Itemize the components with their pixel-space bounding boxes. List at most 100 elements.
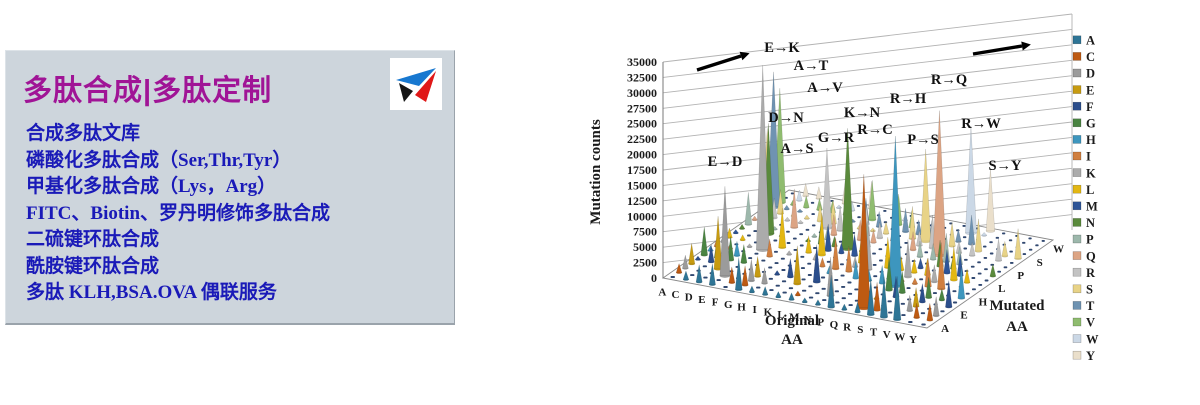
svg-text:E: E — [1086, 83, 1094, 97]
svg-text:F: F — [712, 297, 719, 309]
svg-text:A→T: A→T — [794, 58, 829, 74]
svg-text:C: C — [1086, 50, 1095, 64]
y-axis-title: Mutation counts — [588, 119, 604, 225]
svg-text:R→W: R→W — [961, 116, 1001, 132]
service-item: 多肽 KLH,BSA.OVA 偶联服务 — [26, 282, 277, 303]
svg-text:S: S — [857, 324, 863, 336]
direction-arrows — [696, 41, 1031, 72]
svg-text:P: P — [1086, 233, 1094, 247]
svg-text:T: T — [1086, 299, 1095, 313]
svg-text:F: F — [1086, 100, 1094, 114]
svg-text:7500: 7500 — [633, 225, 657, 239]
svg-text:R→C: R→C — [857, 122, 892, 138]
svg-text:M: M — [1086, 200, 1098, 214]
z-axis-title-line2: AA — [1006, 319, 1028, 335]
svg-text:R: R — [1086, 266, 1096, 280]
svg-text:P: P — [1017, 270, 1024, 282]
service-item: 磷酸化多肽合成（Ser,Thr,Tyr） — [26, 149, 292, 171]
svg-text:N: N — [1086, 216, 1095, 230]
svg-text:E: E — [960, 310, 967, 322]
brand-logo-box — [390, 58, 442, 110]
svg-text:D: D — [685, 292, 693, 304]
svg-text:R→Q: R→Q — [931, 72, 967, 88]
svg-text:W: W — [1053, 244, 1064, 256]
svg-text:G→R: G→R — [818, 130, 855, 146]
svg-text:17500: 17500 — [627, 163, 657, 177]
svg-text:0: 0 — [651, 271, 657, 285]
service-item: 酰胺键环肽合成 — [26, 255, 160, 277]
svg-text:Q: Q — [830, 319, 839, 331]
svg-text:32500: 32500 — [627, 70, 657, 84]
svg-text:E→K: E→K — [764, 40, 800, 56]
promo-title: 多肽合成|多肽定制 — [23, 75, 273, 107]
mutation-chart-area: 0 2500 5000 7500 10000 12500 15000 17500 20000 22… — [560, 0, 1120, 400]
svg-text:R: R — [843, 322, 852, 334]
svg-text:20000: 20000 — [627, 148, 657, 162]
svg-text:A→V: A→V — [807, 80, 843, 96]
svg-text:R→H: R→H — [890, 91, 927, 107]
svg-text:S: S — [1086, 283, 1093, 297]
svg-text:C: C — [672, 289, 680, 301]
svg-text:G: G — [724, 299, 733, 311]
svg-text:35000: 35000 — [627, 55, 657, 69]
svg-text:Q: Q — [1086, 249, 1096, 263]
x-axis-title-line1: Original — [765, 313, 819, 329]
svg-text:W: W — [894, 332, 905, 344]
svg-text:15000: 15000 — [627, 178, 657, 192]
svg-text:Y: Y — [1086, 349, 1095, 363]
svg-text:W: W — [1086, 332, 1099, 346]
svg-text:A→S: A→S — [780, 141, 813, 157]
svg-text:E: E — [698, 294, 705, 306]
svg-text:P→S: P→S — [907, 132, 938, 148]
svg-text:V: V — [1086, 316, 1095, 330]
svg-text:V: V — [883, 329, 891, 341]
svg-text:10000: 10000 — [627, 209, 657, 223]
service-item: 甲基化多肽合成（Lys，Arg） — [26, 176, 277, 197]
svg-text:L: L — [998, 283, 1005, 295]
svg-text:Y: Y — [909, 334, 917, 346]
svg-text:25000: 25000 — [627, 117, 657, 131]
svg-text:22500: 22500 — [627, 132, 657, 146]
svg-text:H: H — [979, 296, 988, 308]
svg-text:A: A — [1086, 34, 1095, 48]
svg-text:D: D — [1086, 67, 1095, 81]
mutation-cones — [675, 65, 1022, 322]
svg-text:M: M — [789, 312, 800, 324]
svg-text:A: A — [658, 287, 666, 299]
z-axis-title-line1: Mutated — [990, 298, 1046, 314]
svg-text:H: H — [737, 302, 746, 314]
svg-text:I: I — [753, 304, 757, 316]
svg-text:P: P — [817, 317, 824, 329]
svg-text:L: L — [1086, 183, 1094, 197]
svg-text:E→D: E→D — [708, 154, 743, 170]
svg-text:K→N: K→N — [844, 105, 881, 121]
svg-text:K: K — [1086, 166, 1096, 180]
svg-text:5000: 5000 — [633, 240, 657, 254]
svg-text:K: K — [764, 307, 773, 319]
x-axis-title-line2: AA — [781, 332, 803, 348]
svg-text:D→N: D→N — [768, 110, 804, 126]
svg-text:27500: 27500 — [627, 101, 657, 115]
svg-text:N: N — [804, 314, 812, 326]
svg-text:G: G — [1086, 117, 1096, 131]
svg-text:A: A — [941, 323, 949, 335]
svg-text:T: T — [870, 327, 878, 339]
svg-text:S→Y: S→Y — [988, 158, 1022, 174]
svg-text:I: I — [1086, 150, 1091, 164]
service-list: 合成多肽文库 磷酸化多肽合成（Ser,Thr,Tyr） 甲基化多肽合成（Lys，… — [26, 121, 330, 307]
promo-banner[interactable]: 多肽合成|多肽定制 合成多肽文库 磷酸化多肽合成（Ser,Thr,Tyr） 甲基… — [5, 50, 455, 325]
svg-text:L: L — [777, 309, 784, 321]
svg-text:2500: 2500 — [633, 256, 657, 270]
service-item: 二硫键环肽合成 — [26, 229, 160, 250]
service-item: FITC、Biotin、罗丹明修饰多肽合成 — [26, 202, 331, 224]
svg-text:12500: 12500 — [627, 194, 657, 208]
brand-triangle-logo-icon — [396, 68, 436, 102]
svg-text:H: H — [1086, 133, 1096, 147]
peak-labels: E→K A→T A→VD→N K→NR→CG→R A→S E→D R→QR→H P→S R→W S… — [708, 40, 1022, 174]
svg-text:S: S — [1037, 257, 1043, 269]
svg-text:30000: 30000 — [627, 86, 657, 100]
